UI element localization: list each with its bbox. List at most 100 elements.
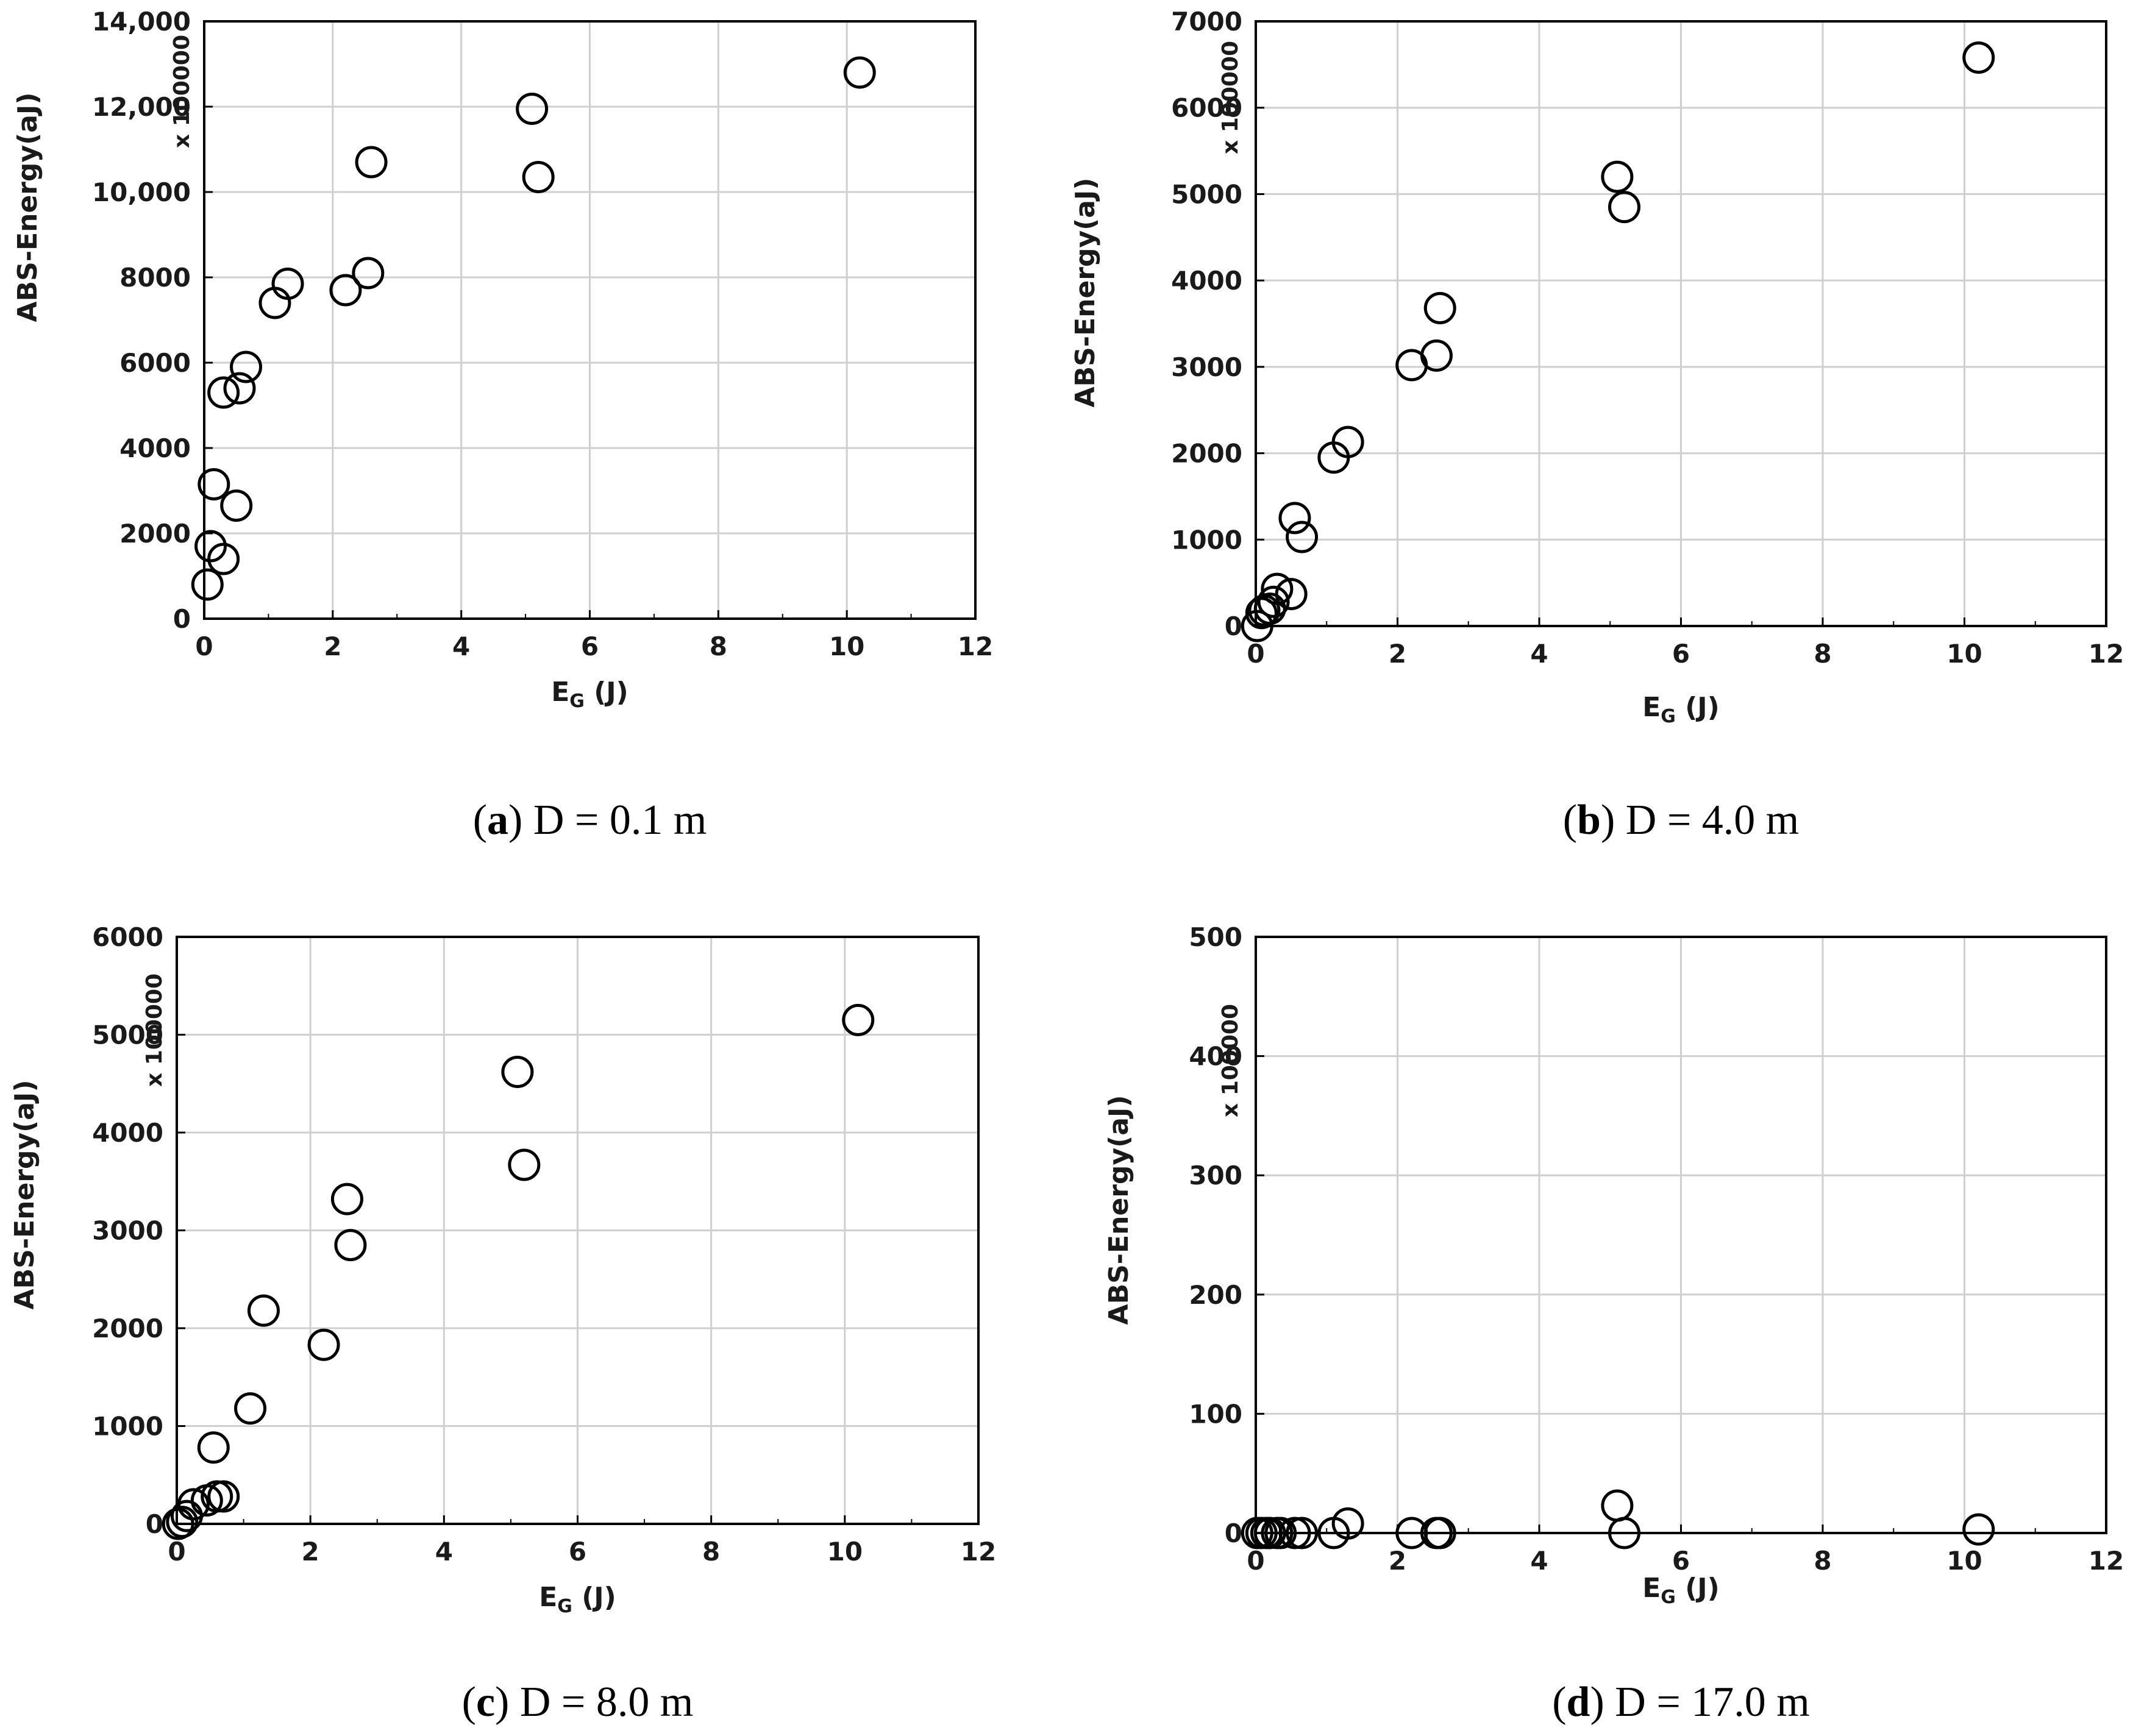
y-multiplier-label: x 100000 [1218, 41, 1243, 154]
data-point [329, 274, 362, 307]
data-point [230, 350, 263, 383]
y-tick-label: 300 [1189, 1161, 1242, 1190]
data-point [843, 56, 876, 89]
caption-letter: d [1567, 1679, 1590, 1726]
caption-paren-open: ( [1563, 797, 1577, 844]
y-axis-label: ABS-Energy(aJ) [1103, 1095, 1134, 1325]
y-tick-label: 0 [146, 1509, 163, 1539]
x-axis-label-unit: (J) [1676, 1573, 1720, 1604]
x-tick-label: 10 [827, 1537, 863, 1567]
y-tick-label: 1000 [1171, 525, 1242, 555]
y-tick-label: 6000 [119, 348, 191, 378]
data-point [194, 530, 227, 563]
x-axis-label: EG (J) [539, 1582, 616, 1617]
data-point [1423, 291, 1456, 324]
data-point [1264, 1517, 1297, 1549]
data-point [1601, 160, 1634, 193]
x-tick-label: 8 [710, 631, 727, 661]
x-tick-label: 8 [1814, 1546, 1831, 1576]
data-point [355, 146, 388, 179]
data-point [1331, 1507, 1364, 1540]
y-axis-label: ABS-Energy(aJ) [1070, 178, 1101, 408]
caption-paren-close: ) [1601, 797, 1626, 844]
x-tick-label: 12 [2088, 639, 2124, 669]
data-point [1286, 1517, 1319, 1549]
caption-paren-open: ( [462, 1679, 476, 1726]
y-tick-label: 12,000 [92, 92, 191, 122]
data-point [501, 1055, 534, 1088]
y-tick-label: 400 [1189, 1042, 1242, 1072]
y-tick-label: 0 [1225, 1518, 1242, 1548]
y-tick-label: 6000 [1171, 93, 1242, 123]
caption-paren-open: ( [473, 797, 487, 844]
x-tick-label: 4 [1530, 1546, 1548, 1576]
y-tick-label: 8000 [119, 263, 191, 293]
data-point [1601, 1489, 1634, 1522]
data-point [330, 1183, 363, 1215]
x-axis-label-subscript: G [1661, 706, 1676, 727]
x-tick-label: 6 [1672, 639, 1690, 669]
y-tick-label: 4000 [1171, 266, 1242, 296]
x-tick-label: 0 [195, 631, 213, 661]
y-tick-label: 1000 [92, 1412, 163, 1442]
data-point [1261, 572, 1294, 605]
caption-text: D = 4.0 m [1626, 797, 1799, 844]
y-axis-label: ABS-Energy(aJ) [12, 93, 43, 322]
data-point [1962, 41, 1995, 74]
x-tick-label: 10 [829, 631, 864, 661]
y-tick-label: 2000 [1171, 439, 1242, 469]
y-multiplier-label: x 100000 [1218, 1004, 1243, 1117]
y-tick-label: 6000 [92, 922, 163, 952]
data-point [352, 257, 385, 290]
data-point [1241, 610, 1273, 642]
data-point [1253, 1517, 1286, 1549]
data-point [1286, 521, 1319, 553]
data-point [247, 1294, 280, 1327]
caption-paren-open: ( [1552, 1679, 1566, 1726]
data-point [198, 468, 230, 500]
x-tick-label: 6 [581, 631, 599, 661]
data-point [1608, 191, 1640, 224]
x-axis-label-main: E [1642, 692, 1661, 723]
x-axis-label-main: E [551, 677, 569, 708]
y-tick-label: 500 [1189, 922, 1242, 952]
data-point [191, 568, 224, 601]
y-tick-label: 2000 [92, 1314, 163, 1343]
x-tick-label: 12 [958, 631, 993, 661]
data-point [220, 489, 253, 522]
x-tick-label: 2 [324, 631, 341, 661]
caption-letter: c [476, 1679, 495, 1726]
y-tick-label: 3000 [1171, 352, 1242, 382]
x-axis-label: EG (J) [1642, 692, 1720, 727]
y-tick-label: 5000 [1171, 179, 1242, 209]
panel-a: 0 2 4 6 8 10 12 0 2000 4000 6000 8000 10,000 12,000 14… [12, 7, 993, 844]
y-axis-label: ABS-Energy(aJ) [9, 1080, 40, 1310]
x-axis-label: EG (J) [551, 677, 629, 712]
x-tick-label: 0 [1247, 639, 1264, 669]
x-tick-label: 6 [569, 1537, 586, 1567]
caption-letter: a [487, 797, 508, 844]
y-tick-label: 5000 [92, 1020, 163, 1050]
panel-caption: (b) D = 4.0 m [1563, 797, 1800, 844]
panel-caption: (d) D = 17.0 m [1552, 1679, 1810, 1726]
data-point [1275, 578, 1308, 611]
panel-caption: (c) D = 8.0 m [462, 1679, 694, 1726]
data-point [1278, 1517, 1311, 1549]
caption-paren-close: ) [508, 797, 533, 844]
data-point [177, 1488, 210, 1521]
x-tick-label: 4 [452, 631, 470, 661]
caption-paren-close: ) [495, 1679, 520, 1726]
data-point [207, 1480, 240, 1513]
x-tick-label: 4 [435, 1537, 453, 1567]
data-point [516, 93, 549, 125]
y-tick-label: 4000 [92, 1118, 163, 1148]
x-axis-label-unit: (J) [585, 677, 629, 708]
caption-text: D = 0.1 m [533, 797, 707, 844]
data-point [508, 1148, 541, 1181]
caption-letter: b [1577, 797, 1601, 844]
x-axis-label-subscript: G [569, 691, 585, 712]
y-tick-label: 200 [1189, 1280, 1242, 1310]
x-tick-label: 0 [168, 1537, 185, 1567]
x-axis-label: EG (J) [1642, 1573, 1720, 1608]
